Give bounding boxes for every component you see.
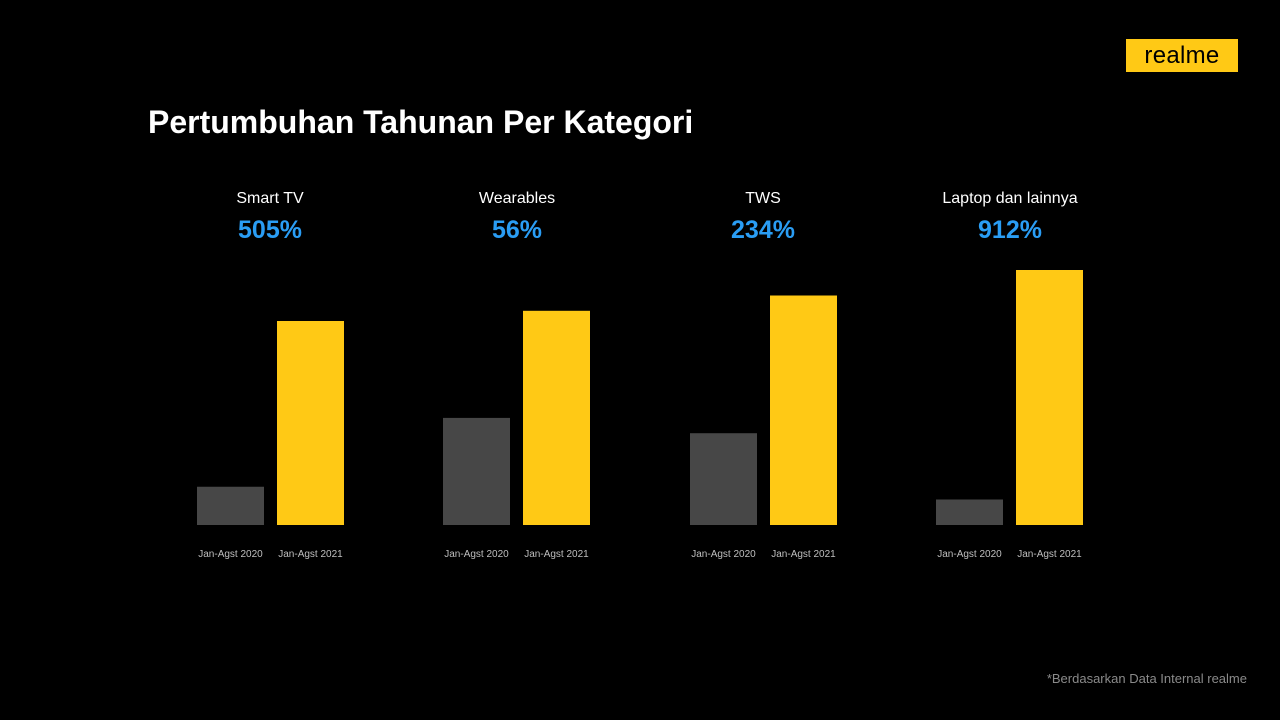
group-growth-tws: 234% <box>731 216 795 244</box>
bar-tws-2021 <box>770 295 837 525</box>
page-title: Pertumbuhan Tahunan Per Kategori <box>148 104 694 140</box>
bar-label-laptop-2020: Jan-Agst 2020 <box>937 549 1002 560</box>
bar-label-smart-tv-2020: Jan-Agst 2020 <box>198 549 263 560</box>
group-name-laptop: Laptop dan lainnya <box>942 190 1078 207</box>
footnote: *Berdasarkan Data Internal realme <box>1046 671 1247 686</box>
bar-wearables-2020 <box>443 417 510 525</box>
bar-label-tws-2021: Jan-Agst 2021 <box>771 549 836 560</box>
bar-laptop-2020 <box>936 499 1003 525</box>
bar-label-tws-2020: Jan-Agst 2020 <box>691 549 756 560</box>
group-name-wearables: Wearables <box>478 190 556 207</box>
bar-label-wearables-2020: Jan-Agst 2020 <box>444 549 509 560</box>
bar-laptop-2021 <box>1016 270 1083 525</box>
group-growth-smart-tv: 505% <box>238 216 302 244</box>
realme-logo: realme <box>1126 39 1238 72</box>
bar-smart-tv-2021 <box>277 321 344 525</box>
bar-smart-tv-2020 <box>197 486 264 525</box>
group-growth-wearables: 56% <box>491 216 543 244</box>
bar-label-smart-tv-2021: Jan-Agst 2021 <box>278 549 343 560</box>
group-growth-laptop: 912% <box>978 216 1042 244</box>
bar-label-wearables-2021: Jan-Agst 2021 <box>524 549 589 560</box>
group-name-tws: TWS <box>745 190 781 207</box>
bar-label-laptop-2021: Jan-Agst 2021 <box>1017 549 1082 560</box>
bar-tws-2020 <box>690 433 757 525</box>
group-name-smart-tv: Smart TV <box>236 190 304 207</box>
bar-wearables-2021 <box>523 310 590 525</box>
